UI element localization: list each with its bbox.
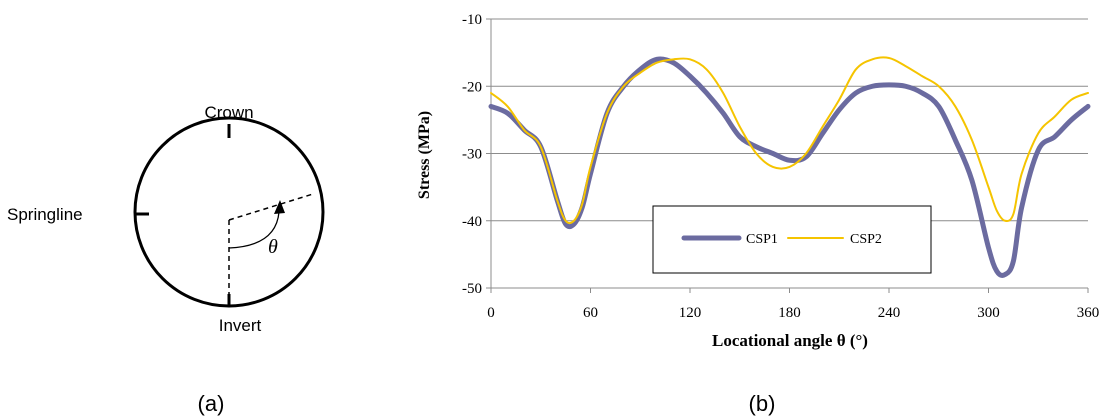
invert-label: Invert [219, 316, 262, 335]
y-tick-label: -50 [462, 281, 482, 297]
y-axis-label: Stress (MPa) [416, 111, 433, 199]
panel-b-caption: (b) [749, 391, 776, 416]
y-tick-label: -20 [462, 79, 482, 95]
chart-axes [486, 18, 1089, 293]
x-axis-label: Locational angle θ (°) [712, 331, 868, 350]
panel-a-caption: (a) [198, 391, 225, 416]
crown-label: Crown [204, 103, 253, 122]
theta-label: θ [268, 236, 278, 258]
legend-label-csp2: CSP2 [850, 232, 882, 247]
legend-label-csp1: CSP1 [746, 232, 778, 247]
panel-a-diagram: Crown Springline Invert θ (a) [7, 103, 325, 416]
tick-labels: -10 -20 -30 -40 -50 0 60 120 180 240 300 360 [462, 12, 1099, 321]
x-tick-label: 0 [487, 305, 495, 321]
y-tick-label: -10 [462, 12, 482, 28]
grid-lines [491, 18, 1088, 222]
legend: CSP1 CSP2 [652, 205, 932, 274]
x-tick-label: 360 [1077, 305, 1100, 321]
x-tick-label: 120 [679, 305, 702, 321]
y-tick-label: -40 [462, 214, 482, 230]
x-tick-label: 180 [778, 305, 801, 321]
springline-label: Springline [7, 205, 83, 224]
stress-chart: -10 -20 -30 -40 -50 0 60 120 180 240 300 360 Stress… [416, 12, 1099, 416]
angle-arrow-icon [274, 200, 285, 214]
y-tick-label: -30 [462, 147, 482, 163]
x-tick-label: 300 [977, 305, 1000, 321]
x-tick-label: 240 [878, 305, 901, 321]
series-line-csp1 [488, 56, 1091, 278]
angle-arc [228, 211, 280, 249]
series-line-csp2 [490, 56, 1089, 225]
series-lines [488, 56, 1091, 278]
angle-dashed-line [228, 193, 314, 221]
x-tick-label: 60 [583, 305, 598, 321]
